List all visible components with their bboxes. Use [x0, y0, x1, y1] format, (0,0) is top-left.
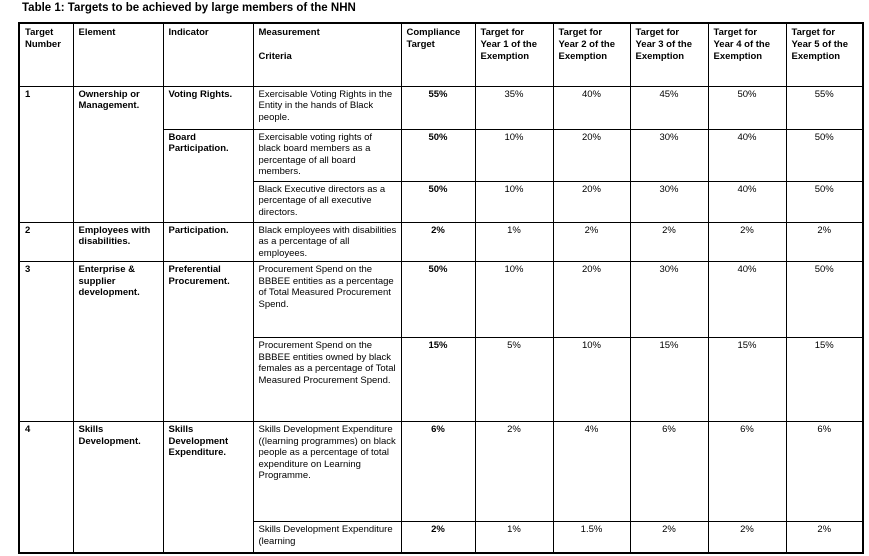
header-target-year-5: Target for Year 5 of the Exemption [785, 22, 864, 87]
cell-year2-target: 10% [552, 337, 631, 422]
cell-year5-target: 50% [785, 128, 864, 182]
cell-year4-target: 40% [707, 180, 787, 223]
cell-measurement: Procurement Spend on the BBBEE entities … [252, 261, 402, 338]
header-target-year-1: Target for Year 1 of the Exemption [474, 22, 554, 87]
header-measurement-criteria: Measurement Criteria [252, 22, 402, 87]
cell-year1-target: 10% [474, 261, 554, 338]
cell-year3-target: 30% [629, 180, 709, 223]
cell-compliance-target: 50% [400, 128, 476, 182]
header-indicator: Indicator [162, 22, 254, 87]
cell-year5-target: 2% [785, 521, 864, 553]
cell-year3-target: 6% [629, 421, 709, 522]
cell-year4-target: 6% [707, 421, 787, 522]
cell-element: Employees with disabilities. [72, 221, 164, 262]
header-row: Target Number Element Indicator Measurem… [18, 22, 864, 87]
cell-year5-target: 50% [785, 180, 864, 223]
targets-table: Target Number Element Indicator Measurem… [18, 22, 864, 554]
cell-element: Ownership or Management. [72, 85, 164, 223]
cell-year1-target: 10% [474, 180, 554, 223]
cell-year2-target: 20% [552, 180, 631, 223]
header-target-year-2: Target for Year 2 of the Exemption [552, 22, 631, 87]
cell-year2-target: 20% [552, 128, 631, 182]
cell-measurement: Skills Development Expenditure ((learnin… [252, 421, 402, 522]
cell-compliance-target: 15% [400, 337, 476, 422]
table-row: 3 Enterprise & supplier development. Pre… [18, 261, 864, 422]
cell-year3-target: 15% [629, 337, 709, 422]
cell-year3-target: 30% [629, 261, 709, 338]
table-row: Skills Development Expenditure (learning… [19, 521, 864, 553]
cell-element: Skills Development. [72, 421, 164, 553]
table-row: Procurement Spend on the BBBEE entities … [19, 337, 864, 422]
cell-year1-target: 1% [474, 221, 554, 262]
cell-indicator: Participation. [162, 221, 254, 262]
cell-target-number: 3 [18, 261, 74, 422]
header-compliance-target: Compliance Target [400, 22, 476, 87]
cell-measurement: Procurement Spend on the BBBEE entities … [252, 337, 402, 422]
cell-year4-target: 50% [707, 85, 787, 130]
table-row: Board Participation. Exercisable voting … [19, 128, 864, 223]
cell-year4-target: 15% [707, 337, 787, 422]
cell-indicator: Board Participation. [162, 128, 254, 223]
cell-indicator: Skills Development Expenditure. [162, 421, 254, 553]
cell-indicator: Preferential Procurement. [162, 261, 254, 422]
header-target-year-3: Target for Year 3 of the Exemption [629, 22, 709, 87]
cell-year4-target: 40% [707, 128, 787, 182]
cell-compliance-target: 6% [400, 421, 476, 522]
cell-year1-target: 2% [474, 421, 554, 522]
cell-year5-target: 15% [785, 337, 864, 422]
table-row: 4 Skills Development. Skills Development… [18, 421, 864, 553]
table-row: Black Executive directors as a percentag… [19, 180, 864, 223]
cell-compliance-target: 2% [400, 521, 476, 553]
cell-measurement: Exercisable Voting Rights in the Entity … [252, 85, 402, 130]
table-row: 2 Employees with disabilities. Participa… [18, 221, 864, 262]
cell-compliance-target: 50% [400, 180, 476, 223]
header-target-year-4: Target for Year 4 of the Exemption [707, 22, 787, 87]
cell-indicator: Voting Rights. [162, 85, 254, 130]
cell-year5-target: 55% [785, 85, 864, 130]
cell-year3-target: 45% [629, 85, 709, 130]
cell-target-number: 1 [18, 85, 74, 223]
cell-measurement: Exercisable voting rights of black board… [252, 128, 402, 182]
cell-year3-target: 2% [629, 521, 709, 553]
cell-year2-target: 40% [552, 85, 631, 130]
cell-element: Enterprise & supplier development. [72, 261, 164, 422]
header-element: Element [72, 22, 164, 87]
cell-measurement: Black Executive directors as a percentag… [252, 180, 402, 223]
header-target-number: Target Number [18, 22, 74, 87]
cell-year5-target: 6% [785, 421, 864, 522]
table-row: 1 Ownership or Management. Voting Rights… [18, 85, 864, 223]
cell-year4-target: 2% [707, 221, 787, 262]
cell-year1-target: 35% [474, 85, 554, 130]
cell-year1-target: 5% [474, 337, 554, 422]
cell-year2-target: 1.5% [552, 521, 631, 553]
cell-measurement: Skills Development Expenditure (learning [252, 521, 402, 553]
cell-year3-target: 30% [629, 128, 709, 182]
cell-year1-target: 1% [474, 521, 554, 553]
cell-compliance-target: 50% [400, 261, 476, 338]
cell-measurement: Black employees with disabilities as a p… [252, 221, 402, 262]
cell-year2-target: 4% [552, 421, 631, 522]
cell-year4-target: 2% [707, 521, 787, 553]
cell-compliance-target: 55% [400, 85, 476, 130]
table-title: Table 1: Targets to be achieved by large… [22, 2, 356, 14]
cell-year2-target: 2% [552, 221, 631, 262]
cell-year1-target: 10% [474, 128, 554, 182]
cell-compliance-target: 2% [400, 221, 476, 262]
cell-year3-target: 2% [629, 221, 709, 262]
cell-year4-target: 40% [707, 261, 787, 338]
cell-year5-target: 50% [785, 261, 864, 338]
cell-year2-target: 20% [552, 261, 631, 338]
cell-year5-target: 2% [785, 221, 864, 262]
cell-target-number: 2 [18, 221, 74, 262]
cell-target-number: 4 [18, 421, 74, 553]
